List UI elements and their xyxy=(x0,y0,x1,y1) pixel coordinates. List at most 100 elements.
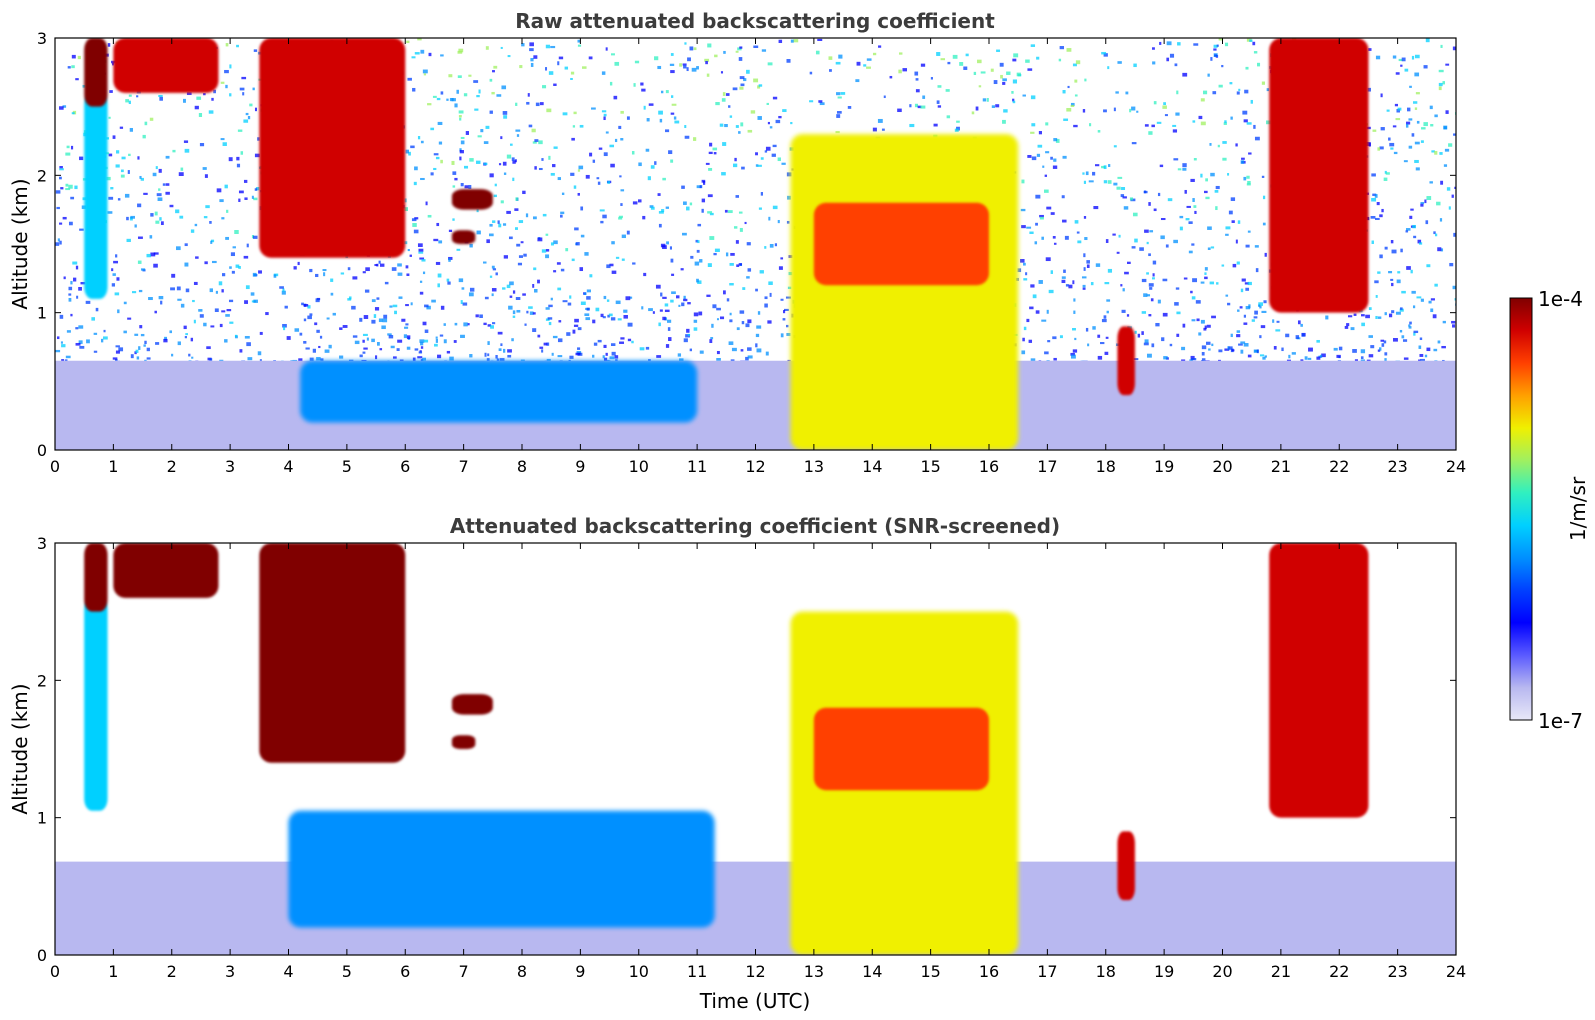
x-tick-label: 6 xyxy=(400,962,410,981)
x-tick-label: 22 xyxy=(1329,962,1349,981)
y-tick-label: 2 xyxy=(37,166,47,185)
feature-cloud-7h-upper xyxy=(451,189,493,210)
feature-clouds-3.5-6h xyxy=(259,543,406,763)
feature-main-cloud-deck xyxy=(790,134,1019,450)
colorbar-min-label: 1e-7 xyxy=(1538,709,1583,733)
x-tick-label: 18 xyxy=(1096,457,1116,476)
x-tick-label: 0 xyxy=(50,457,60,476)
y-axis: 0 1 2 3 xyxy=(37,534,1456,965)
x-tick-label: 7 xyxy=(459,962,469,981)
feature-cloud-21-22h xyxy=(1269,543,1369,818)
x-tick-label: 10 xyxy=(629,457,649,476)
x-tick-label: 18 xyxy=(1096,962,1116,981)
feature-cloud-7h-lower xyxy=(451,735,476,749)
feature-virga-0.7h xyxy=(84,92,108,299)
x-tick-label: 21 xyxy=(1271,962,1291,981)
y-tick-label: 3 xyxy=(37,534,47,553)
y-tick-label: 2 xyxy=(37,671,47,690)
x-axis: 0 1 2 3 4 5 6 7 8 9 10 11 12 13 14 15 16 17 18 19 20 21 22 23 24 xyxy=(50,543,1466,981)
y-tick-label: 1 xyxy=(37,304,47,323)
x-tick-label: 6 xyxy=(400,457,410,476)
x-axis: 0 1 2 3 4 5 6 7 8 9 10 11 12 13 14 15 16 17 18 19 20 21 22 23 24 xyxy=(50,38,1466,476)
feature-main-cloud-top xyxy=(813,707,989,791)
x-tick-label: 0 xyxy=(50,962,60,981)
x-tick-label: 19 xyxy=(1154,962,1174,981)
x-tick-label: 10 xyxy=(629,962,649,981)
y-tick-label: 3 xyxy=(37,29,47,48)
x-tick-label: 15 xyxy=(920,962,940,981)
feature-clouds-1-3h xyxy=(113,38,219,93)
x-tick-label: 2 xyxy=(167,962,177,981)
x-tick-label: 7 xyxy=(459,457,469,476)
x-tick-label: 2 xyxy=(167,457,177,476)
x-tick-label: 3 xyxy=(225,457,235,476)
colorbar: 1e-4 1e-7 1/m/sr xyxy=(1509,287,1590,733)
feature-aerosol-layer xyxy=(300,360,698,423)
x-tick-label: 23 xyxy=(1387,457,1407,476)
x-tick-label: 15 xyxy=(920,457,940,476)
x-tick-label: 24 xyxy=(1446,457,1466,476)
x-tick-label: 17 xyxy=(1037,457,1057,476)
feature-clouds-3.5-6h xyxy=(259,38,406,258)
x-tick-label: 8 xyxy=(517,962,527,981)
y-axis: 0 1 2 3 xyxy=(37,29,1456,460)
panel-title: Attenuated backscattering coefficient (S… xyxy=(450,514,1060,538)
feature-cloud-0.6h xyxy=(84,38,108,107)
heatmap-area xyxy=(55,543,1456,955)
y-axis-label: Altitude (km) xyxy=(8,683,32,814)
x-tick-label: 4 xyxy=(283,457,293,476)
x-tick-label: 24 xyxy=(1446,962,1466,981)
x-tick-label: 1 xyxy=(108,962,118,981)
x-tick-label: 12 xyxy=(745,457,765,476)
x-tick-label: 9 xyxy=(575,962,585,981)
feature-main-cloud-top xyxy=(813,202,989,286)
feature-boundary-layer-noise xyxy=(55,360,1456,450)
x-tick-label: 1 xyxy=(108,457,118,476)
y-axis-label: Altitude (km) xyxy=(8,178,32,309)
x-tick-label: 4 xyxy=(283,962,293,981)
feature-cloud-18h xyxy=(1117,831,1135,901)
x-tick-label: 22 xyxy=(1329,457,1349,476)
x-tick-label: 20 xyxy=(1212,457,1232,476)
x-tick-label: 23 xyxy=(1387,962,1407,981)
x-tick-label: 11 xyxy=(687,962,707,981)
x-tick-label: 14 xyxy=(862,457,882,476)
x-tick-label: 11 xyxy=(687,457,707,476)
x-tick-label: 21 xyxy=(1271,457,1291,476)
x-tick-label: 17 xyxy=(1037,962,1057,981)
x-axis-label: Time (UTC) xyxy=(699,989,811,1013)
feature-cloud-7h-upper xyxy=(451,694,493,715)
feature-cloud-21-22h xyxy=(1269,38,1369,313)
x-tick-label: 20 xyxy=(1212,962,1232,981)
colorbar-max-label: 1e-4 xyxy=(1538,287,1583,311)
x-tick-label: 12 xyxy=(745,962,765,981)
feature-cloud-7h-lower xyxy=(451,230,476,244)
y-tick-label: 1 xyxy=(37,809,47,828)
colorbar-bar xyxy=(1509,297,1533,721)
colorbar-label: 1/m/sr xyxy=(1566,476,1590,541)
feature-aerosol-layer xyxy=(288,810,715,928)
x-tick-label: 8 xyxy=(517,457,527,476)
x-tick-label: 3 xyxy=(225,962,235,981)
feature-cloud-18h xyxy=(1117,326,1135,396)
x-tick-label: 19 xyxy=(1154,457,1174,476)
panel-title: Raw attenuated backscattering coefficien… xyxy=(515,9,995,33)
x-tick-label: 5 xyxy=(342,962,352,981)
x-tick-label: 16 xyxy=(979,962,999,981)
raw-backscatter-panel: Raw attenuated backscattering coefficien… xyxy=(8,9,1466,476)
feature-clouds-1-3h xyxy=(113,543,219,598)
feature-boundary-layer xyxy=(55,861,1456,955)
feature-cloud-0.6h xyxy=(84,543,108,612)
x-tick-label: 16 xyxy=(979,457,999,476)
x-tick-label: 9 xyxy=(575,457,585,476)
x-tick-label: 13 xyxy=(804,962,824,981)
heatmap-area xyxy=(55,38,1456,450)
feature-virga-0.7h xyxy=(84,597,108,811)
x-tick-label: 14 xyxy=(862,962,882,981)
x-tick-label: 13 xyxy=(804,457,824,476)
snr-screened-backscatter-panel: Attenuated backscattering coefficient (S… xyxy=(8,514,1466,1013)
y-tick-label: 0 xyxy=(37,441,47,460)
x-tick-label: 5 xyxy=(342,457,352,476)
y-tick-label: 0 xyxy=(37,946,47,965)
